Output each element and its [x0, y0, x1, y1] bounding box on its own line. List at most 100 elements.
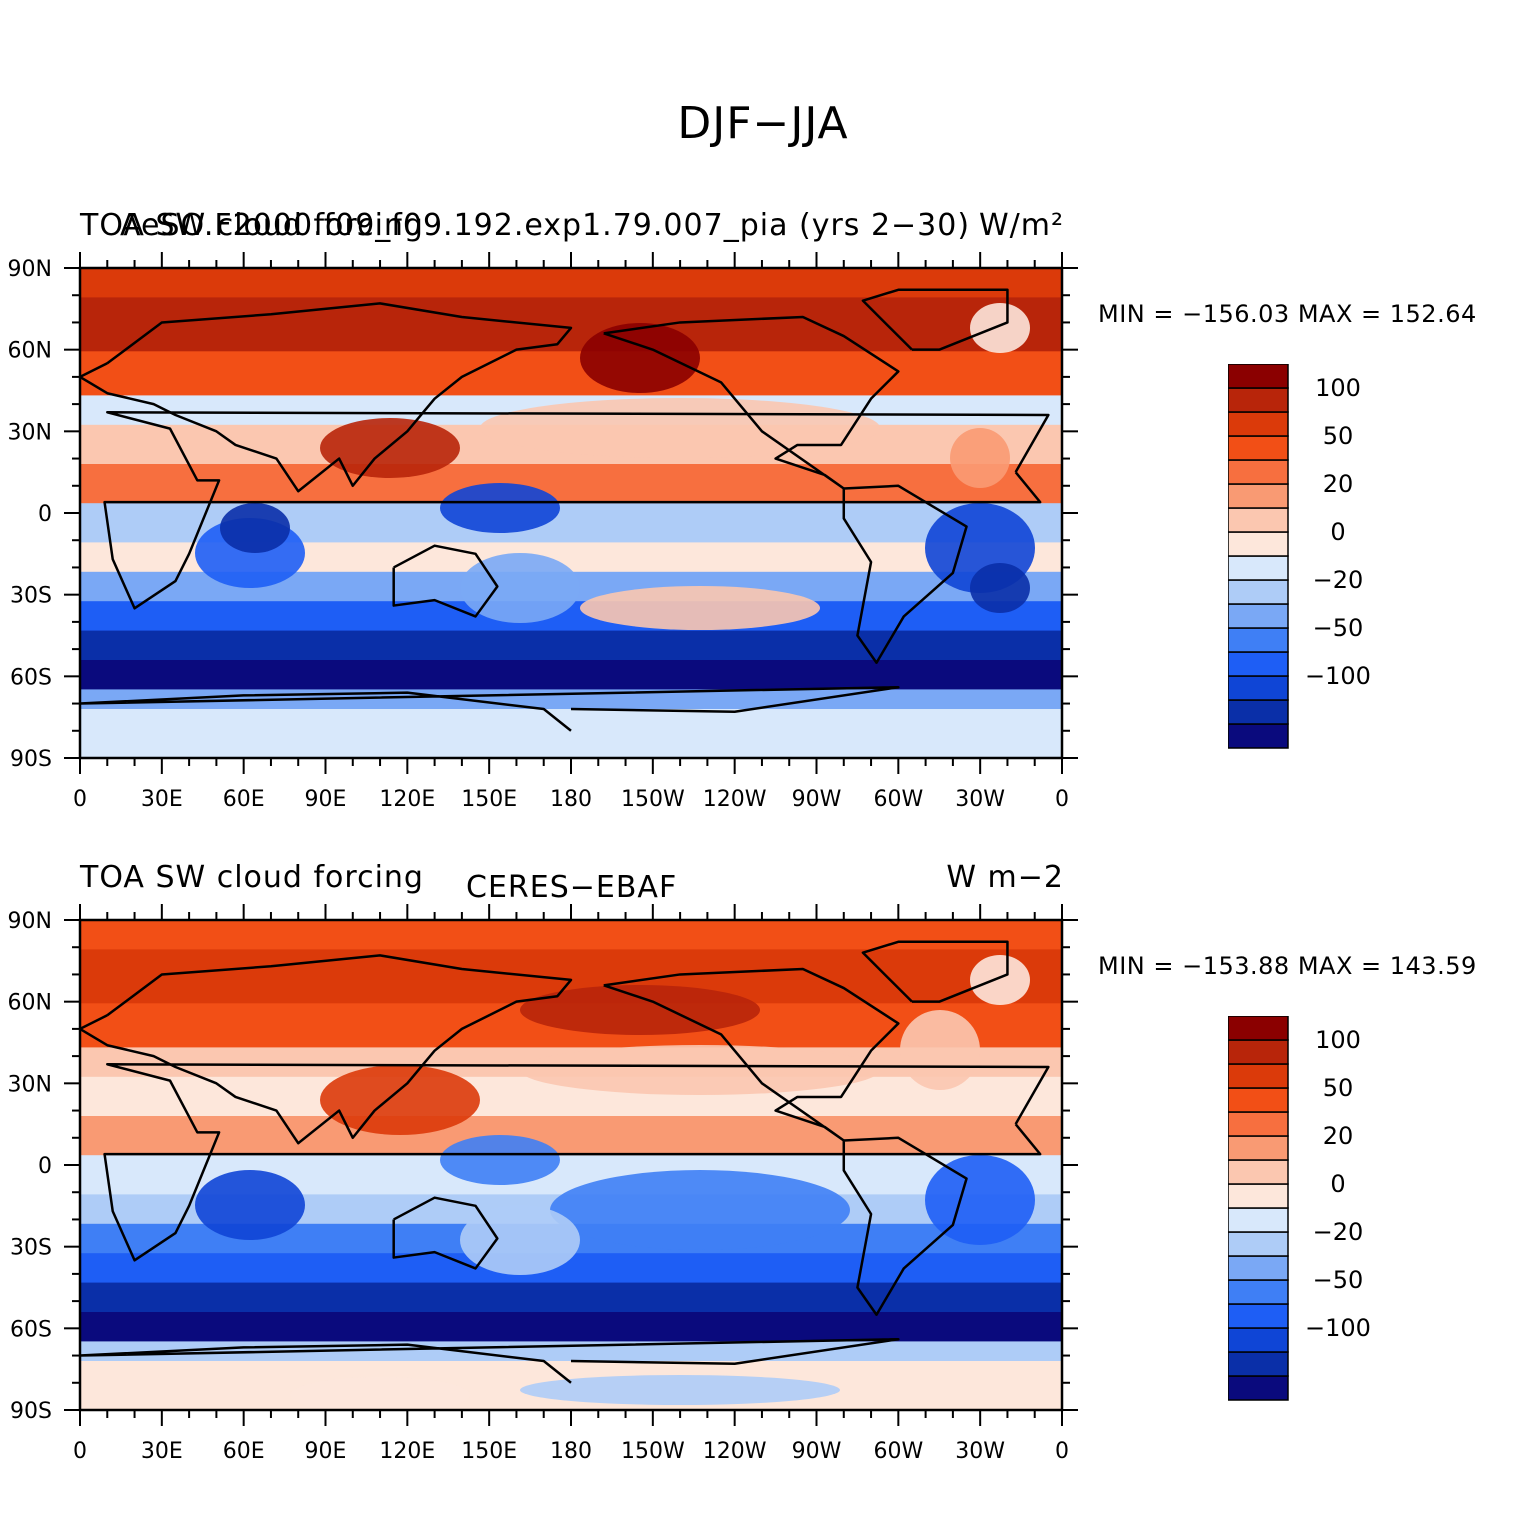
minmax-label: MIN = −156.03 MAX = 152.64 [1098, 300, 1477, 328]
panel-units: W/m² [978, 208, 1064, 243]
lat-tick-label: 30N [8, 420, 52, 445]
lat-tick-label: 90S [10, 1399, 52, 1424]
colorbar-swatch [1228, 1279, 1289, 1305]
lon-tick-label: 0 [73, 1439, 87, 1464]
lat-tick-label: 0 [38, 1154, 52, 1179]
colorbar-swatch [1228, 1159, 1289, 1185]
lat-tick-label: 30S [10, 584, 52, 609]
lat-tick-label: 30S [10, 1236, 52, 1261]
colorbar-swatch [1228, 531, 1289, 557]
lon-tick-label: 90W [792, 1439, 842, 1464]
lon-tick-label: 60W [873, 1439, 923, 1464]
colorbar-swatch [1228, 1303, 1289, 1329]
lat-tick-label: 30N [8, 1072, 52, 1097]
lon-tick-label: 150W [621, 1439, 685, 1464]
lat-tick-label: 60N [8, 991, 52, 1016]
colorbar-swatch [1228, 1327, 1289, 1353]
colorbar-swatch [1228, 1231, 1289, 1257]
colorbar-tick-label: 0 [1330, 1170, 1345, 1198]
colorbar-swatch [1228, 1255, 1289, 1281]
colorbar-swatch [1228, 555, 1289, 581]
panel-left-title: TOA SW cloud forcing [80, 208, 424, 243]
colorbar-swatch [1228, 603, 1289, 629]
colorbar-swatch [1228, 507, 1289, 533]
lon-tick-label: 30W [955, 1439, 1005, 1464]
colorbar-swatch [1228, 1016, 1289, 1041]
lon-tick-label: 0 [73, 787, 87, 812]
colorbar-swatch [1228, 459, 1289, 485]
colorbar-tick-label: −20 [1313, 566, 1364, 594]
lat-tick-label: 60N [8, 339, 52, 364]
colorbar-swatch [1228, 1183, 1289, 1209]
lat-tick-label: 60S [10, 1317, 52, 1342]
colorbar-swatch [1228, 387, 1289, 413]
map-panel-observation: TOA SW cloud forcing CERES−EBAF W m−2 MI… [0, 852, 1526, 1502]
colorbar-swatch [1228, 435, 1289, 461]
lon-tick-label: 90W [792, 787, 842, 812]
colorbar-swatch [1228, 1087, 1289, 1113]
lon-tick-label: 60E [223, 787, 265, 812]
colorbar-swatch [1228, 651, 1289, 677]
minmax-label: MIN = −153.88 MAX = 143.59 [1098, 952, 1477, 980]
colorbar-tick-label: 20 [1323, 1122, 1354, 1150]
lon-tick-label: 90E [305, 787, 347, 812]
lon-tick-label: 180 [550, 1439, 592, 1464]
figure-title: DJF−JJA [677, 98, 849, 149]
panel-center-title: CERES−EBAF [466, 870, 678, 905]
colorbar-swatch [1228, 675, 1289, 701]
lon-tick-label: 120E [379, 787, 435, 812]
colorbar-swatch [1228, 411, 1289, 437]
lon-tick-label: 30E [141, 1439, 183, 1464]
colorbar-tick-label: −50 [1313, 1266, 1364, 1294]
contour-map: 90N 60N 30N 0 30S 60S 90S 0 30E 60E 90E 120E 150E 180… [8, 252, 1078, 812]
contour-map: 90N 60N 30N 0 30S 60S 90S 0 30E 60E 90E 120E 150E 180… [8, 904, 1078, 1464]
colorbar-tick-label: −50 [1313, 614, 1364, 642]
colorbar-swatch [1228, 1063, 1289, 1089]
lon-tick-label: 150E [461, 1439, 517, 1464]
lat-tick-label: 60S [10, 665, 52, 690]
colorbar-swatch [1228, 364, 1289, 389]
colorbar-tick-label: 100 [1315, 1026, 1361, 1054]
panel-units: W m−2 [946, 860, 1064, 895]
lon-tick-label: 30W [955, 787, 1005, 812]
panel-left-title: TOA SW cloud forcing [80, 860, 424, 895]
lat-tick-label: 0 [38, 502, 52, 527]
colorbar-swatch [1228, 1111, 1289, 1137]
panel-center-title: AeSO.F2000.f09_f09.192.exp1.79.007_pia (… [120, 208, 971, 243]
lon-tick-label: 0 [1055, 1439, 1069, 1464]
colorbar-swatch [1228, 1375, 1289, 1401]
colorbar-swatch [1228, 1135, 1289, 1161]
colorbar-swatch [1228, 1207, 1289, 1233]
lon-tick-label: 120E [379, 1439, 435, 1464]
colorbar-tick-label: 50 [1323, 1074, 1354, 1102]
lon-tick-label: 120W [703, 1439, 767, 1464]
colorbar-tick-label: 0 [1330, 518, 1345, 546]
lon-tick-label: 150E [461, 787, 517, 812]
lat-tick-label: 90S [10, 747, 52, 772]
lon-tick-label: 150W [621, 787, 685, 812]
lat-tick-label: 90N [8, 909, 52, 934]
lon-tick-label: 120W [703, 787, 767, 812]
colorbar-tick-label: −100 [1305, 1314, 1371, 1342]
colorbar-swatch [1228, 579, 1289, 605]
colorbar-swatch [1228, 1039, 1289, 1065]
colorbar: −100 −50 −20 0 20 50 100 [1228, 364, 1371, 749]
colorbar-swatch [1228, 723, 1289, 749]
lon-tick-label: 90E [305, 1439, 347, 1464]
colorbar-tick-label: 50 [1323, 422, 1354, 450]
lon-tick-label: 60W [873, 787, 923, 812]
lon-tick-label: 30E [141, 787, 183, 812]
colorbar-swatch [1228, 1351, 1289, 1377]
colorbar: −100 −50 −20 0 20 50 100 [1228, 1016, 1371, 1401]
lat-tick-label: 90N [8, 257, 52, 282]
lon-tick-label: 60E [223, 1439, 265, 1464]
colorbar-swatch [1228, 627, 1289, 653]
colorbar-tick-label: −100 [1305, 662, 1371, 690]
map-panel-model: TOA SW cloud forcing AeSO.F2000.f09_f09.… [0, 200, 1526, 850]
colorbar-swatch [1228, 699, 1289, 725]
lon-tick-label: 0 [1055, 787, 1069, 812]
colorbar-tick-label: 100 [1315, 374, 1361, 402]
lon-tick-label: 180 [550, 787, 592, 812]
colorbar-tick-label: −20 [1313, 1218, 1364, 1246]
colorbar-tick-label: 20 [1323, 470, 1354, 498]
